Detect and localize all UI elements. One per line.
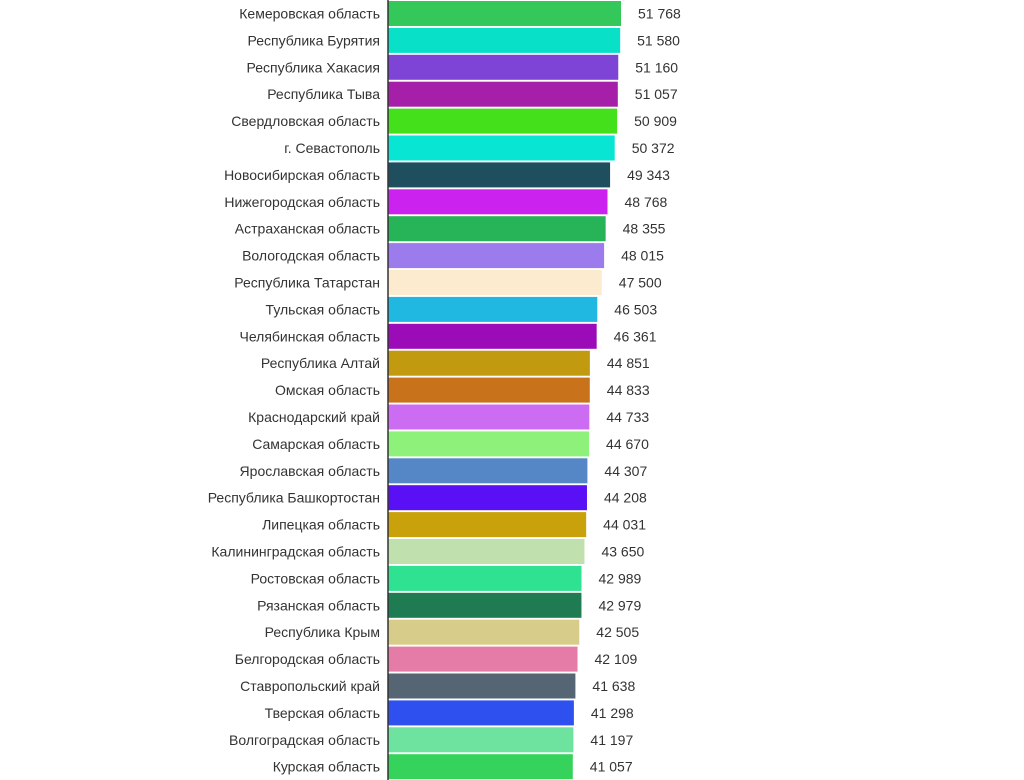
bar [388, 565, 582, 591]
category-label: Свердловская область [231, 113, 380, 129]
category-label: Челябинская область [240, 328, 381, 344]
category-label: Новосибирская область [224, 167, 380, 183]
value-label: 44 307 [604, 463, 647, 479]
category-label: Кемеровская область [239, 6, 380, 22]
bar [388, 323, 597, 349]
value-label: 51 580 [637, 32, 680, 48]
bar [388, 350, 590, 376]
value-label: 49 343 [627, 167, 670, 183]
bar [388, 377, 590, 403]
bars-group [388, 1, 621, 780]
bar [388, 754, 573, 780]
category-label: Самарская область [252, 436, 380, 452]
bar [388, 431, 590, 457]
value-label: 44 851 [607, 355, 650, 371]
value-label: 51 160 [635, 59, 678, 75]
bar [388, 54, 619, 80]
category-label: Республика Татарстан [234, 275, 380, 291]
bar [388, 296, 598, 322]
bar [388, 189, 608, 215]
category-label: Ставропольский край [240, 678, 380, 694]
category-label: Республика Хакасия [247, 59, 380, 75]
category-label: Омская область [275, 382, 380, 398]
value-label: 41 298 [591, 705, 634, 721]
category-label: Калининградская область [211, 544, 380, 560]
value-labels-group: 51 768 51 580 51 160 51 057 50 909 50 372 49 3… [590, 6, 681, 775]
bar [388, 135, 615, 161]
bar [388, 673, 576, 699]
value-label: 51 057 [635, 86, 678, 102]
category-label: Республика Башкортостан [208, 490, 380, 506]
value-label: 46 503 [614, 301, 657, 317]
value-label: 44 833 [607, 382, 650, 398]
category-label: Астраханская область [235, 221, 380, 237]
value-label: 42 979 [598, 597, 641, 613]
value-label: 48 768 [624, 194, 667, 210]
value-label: 44 733 [606, 409, 649, 425]
bar [388, 216, 606, 242]
value-label: 48 355 [623, 221, 666, 237]
value-label: 42 989 [598, 570, 641, 586]
value-label: 47 500 [619, 275, 662, 291]
category-label: Ярославская область [240, 463, 380, 479]
bar [388, 539, 585, 564]
value-label: 50 372 [632, 140, 675, 156]
bar [388, 512, 587, 538]
value-label: 42 109 [595, 651, 638, 667]
category-label: Ростовская область [251, 570, 380, 586]
value-label: 44 670 [606, 436, 649, 452]
bar [388, 727, 574, 753]
bar [388, 108, 618, 134]
bar [388, 700, 574, 726]
value-label: 48 015 [621, 248, 664, 264]
bar [388, 485, 587, 511]
bar [388, 27, 621, 53]
value-label: 43 650 [601, 544, 644, 560]
bar [388, 458, 588, 484]
bar [388, 162, 611, 188]
category-label: Республика Алтай [261, 355, 380, 371]
category-labels-group: Кемеровская область Республика Бурятия Рес… [208, 6, 381, 775]
value-label: 41 638 [592, 678, 635, 694]
bar [388, 270, 602, 295]
category-label: Курская область [273, 759, 380, 775]
bar [388, 1, 621, 26]
category-label: Тверская область [265, 705, 380, 721]
category-label: Республика Крым [265, 624, 380, 640]
category-label: Липецкая область [262, 517, 380, 533]
value-label: 44 208 [604, 490, 647, 506]
value-label: 42 505 [596, 624, 639, 640]
value-label: 46 361 [614, 328, 657, 344]
category-label: Волгоградская область [229, 732, 380, 748]
bar [388, 646, 578, 672]
category-label: Вологодская область [242, 248, 380, 264]
bar [388, 243, 605, 269]
category-label: Тульская область [266, 301, 380, 317]
category-label: Краснодарский край [248, 409, 380, 425]
category-label: Белгородская область [235, 651, 380, 667]
category-label: Нижегородская область [224, 194, 380, 210]
bar [388, 404, 590, 430]
category-label: Рязанская область [257, 597, 380, 613]
bar [388, 592, 582, 618]
category-label: г. Севастополь [284, 140, 380, 156]
value-label: 50 909 [634, 113, 677, 129]
value-label: 41 057 [590, 759, 633, 775]
category-label: Республика Бурятия [248, 32, 380, 48]
category-label: Республика Тыва [267, 86, 380, 102]
bar [388, 619, 580, 645]
value-label: 44 031 [603, 517, 646, 533]
bar [388, 81, 618, 107]
value-label: 41 197 [590, 732, 633, 748]
value-label: 51 768 [638, 6, 681, 22]
